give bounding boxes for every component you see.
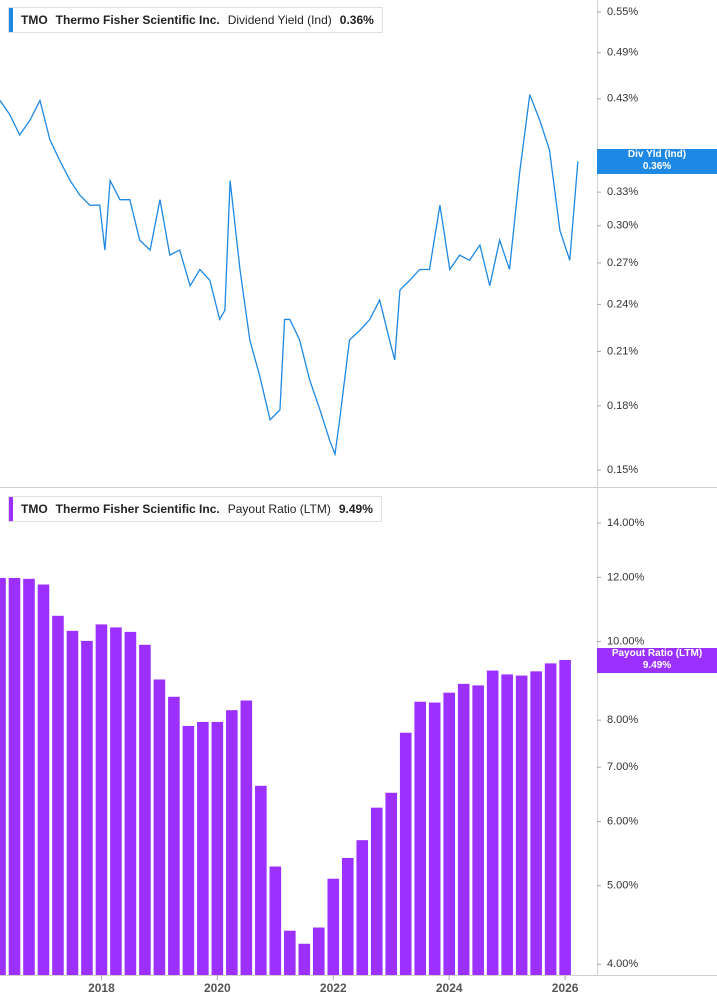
y-tick-label: 6.00%: [607, 815, 638, 827]
legend-series: Dividend Yield (Ind): [227, 13, 332, 27]
y-tick-label: 0.18%: [607, 400, 638, 412]
bar: [255, 785, 267, 975]
bar: [110, 627, 122, 975]
bar: [501, 674, 513, 975]
bar: [52, 615, 64, 975]
legend-company: Thermo Fisher Scientific Inc.: [55, 502, 220, 516]
y-tick-label: 0.33%: [607, 186, 638, 198]
bar: [197, 721, 209, 975]
bar: [298, 943, 311, 975]
plot-area: [0, 94, 579, 457]
legend-ticker: TMO: [21, 13, 48, 27]
bar: [341, 857, 354, 975]
badge-value: 0.36%: [642, 161, 672, 173]
x-tick-label: 2026: [552, 981, 579, 995]
y-tick-label: 4.00%: [607, 958, 638, 970]
bar: [37, 584, 50, 975]
bar: [240, 700, 253, 975]
bar: [139, 644, 151, 975]
bar: [81, 640, 93, 975]
bar: [428, 702, 441, 975]
bar: [124, 631, 137, 975]
y-tick-label: 0.49%: [607, 47, 638, 59]
y-tick-label: 0.27%: [607, 257, 638, 269]
bar: [385, 792, 398, 975]
y-tick-label: 14.00%: [607, 517, 645, 529]
bar: [226, 710, 238, 975]
y-tick-label: 0.30%: [607, 220, 638, 232]
bar: [269, 866, 282, 975]
x-tick-label: 2020: [204, 981, 231, 995]
badge-name: Payout Ratio (LTM): [611, 648, 703, 660]
bar: [284, 930, 296, 975]
bar: [486, 670, 499, 975]
legend-swatch: [9, 8, 13, 32]
bar: [370, 807, 383, 975]
badge-name: Div Yld (Ind): [627, 149, 687, 161]
legend-ticker: TMO: [21, 502, 48, 516]
bar: [544, 663, 557, 975]
bar: [414, 701, 427, 975]
bar: [95, 624, 108, 975]
bar: [443, 692, 455, 975]
x-tick-label: 2024: [436, 981, 463, 995]
bar: [0, 577, 6, 975]
bar: [182, 725, 195, 975]
y-tick-label: 0.15%: [607, 464, 638, 476]
last-value-badge: Payout Ratio (LTM) 9.49%: [597, 647, 717, 673]
legend-swatch: [9, 497, 13, 521]
bar: [515, 675, 528, 975]
y-tick-label: 0.24%: [607, 298, 638, 310]
bar: [8, 577, 21, 975]
bar: [559, 660, 571, 975]
bar: [168, 696, 180, 975]
x-tick-label: 2022: [320, 981, 347, 995]
bar: [457, 683, 470, 975]
y-tick-label: 12.00%: [607, 571, 645, 583]
y-tick-label: 10.00%: [607, 636, 645, 648]
y-tick-label: 0.55%: [607, 6, 638, 18]
y-tick-label: 8.00%: [607, 714, 638, 726]
bar: [312, 927, 325, 975]
legend-series: Payout Ratio (LTM): [227, 502, 331, 516]
bar: [66, 630, 79, 975]
bar: [530, 671, 542, 975]
bar: [153, 679, 166, 975]
legend-company: Thermo Fisher Scientific Inc.: [55, 13, 220, 27]
y-tick-label: 5.00%: [607, 880, 638, 892]
badge-value: 9.49%: [642, 660, 672, 672]
y-tick-label: 7.00%: [607, 761, 638, 773]
plot-area: [0, 577, 571, 975]
y-tick-label: 0.21%: [607, 345, 638, 357]
legend: TMO Thermo Fisher Scientific Inc. Payout…: [8, 496, 382, 522]
bar: [399, 732, 412, 975]
bar: [356, 840, 369, 975]
bar: [23, 578, 35, 975]
bar: [211, 721, 224, 975]
legend: TMO Thermo Fisher Scientific Inc. Divide…: [8, 7, 383, 33]
line: [0, 94, 579, 457]
x-tick-label: 2018: [88, 981, 115, 995]
y-tick-label: 0.43%: [607, 93, 638, 105]
bar: [327, 878, 340, 975]
legend-value: 0.36%: [339, 13, 374, 27]
legend-value: 9.49%: [338, 502, 373, 516]
last-value-badge: Div Yld (Ind) 0.36%: [597, 148, 717, 174]
bar: [472, 685, 484, 975]
